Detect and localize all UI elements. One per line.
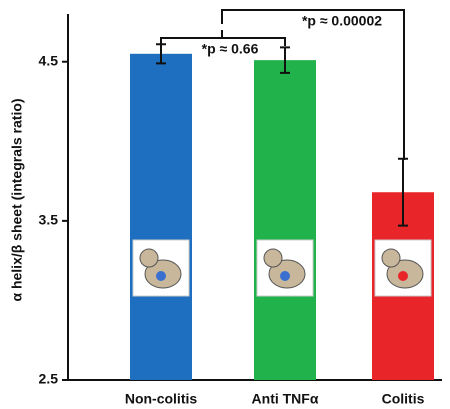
mouse-icon	[132, 239, 190, 297]
bracket	[160, 30, 286, 46]
y-axis-label: α helix/β sheet (integrals ratio)	[9, 98, 25, 301]
bar	[254, 60, 316, 380]
mouse-icon	[256, 239, 314, 297]
icon-organ	[156, 271, 166, 281]
icon-head	[139, 248, 159, 268]
error-bar	[280, 46, 290, 74]
x-tick-label: Anti TNFα	[252, 391, 319, 407]
bracket	[221, 9, 405, 160]
y-tick-label: 3.5	[39, 212, 59, 228]
mouse-icon	[374, 239, 432, 297]
y-tick-label: 4.5	[39, 52, 59, 68]
icon-organ	[398, 271, 408, 281]
y-tick-label: 2.5	[39, 371, 59, 387]
x-tick-label: Non-colitis	[125, 391, 198, 407]
bar	[130, 53, 192, 381]
x-tick-label: Colitis	[382, 391, 425, 407]
icon-head	[381, 248, 401, 268]
icon-organ	[280, 271, 290, 281]
annotation: *p ≈ 0.00002	[302, 13, 382, 29]
annotation: *p ≈ 0.66	[202, 41, 259, 57]
icon-head	[263, 248, 283, 268]
bars	[130, 43, 434, 381]
